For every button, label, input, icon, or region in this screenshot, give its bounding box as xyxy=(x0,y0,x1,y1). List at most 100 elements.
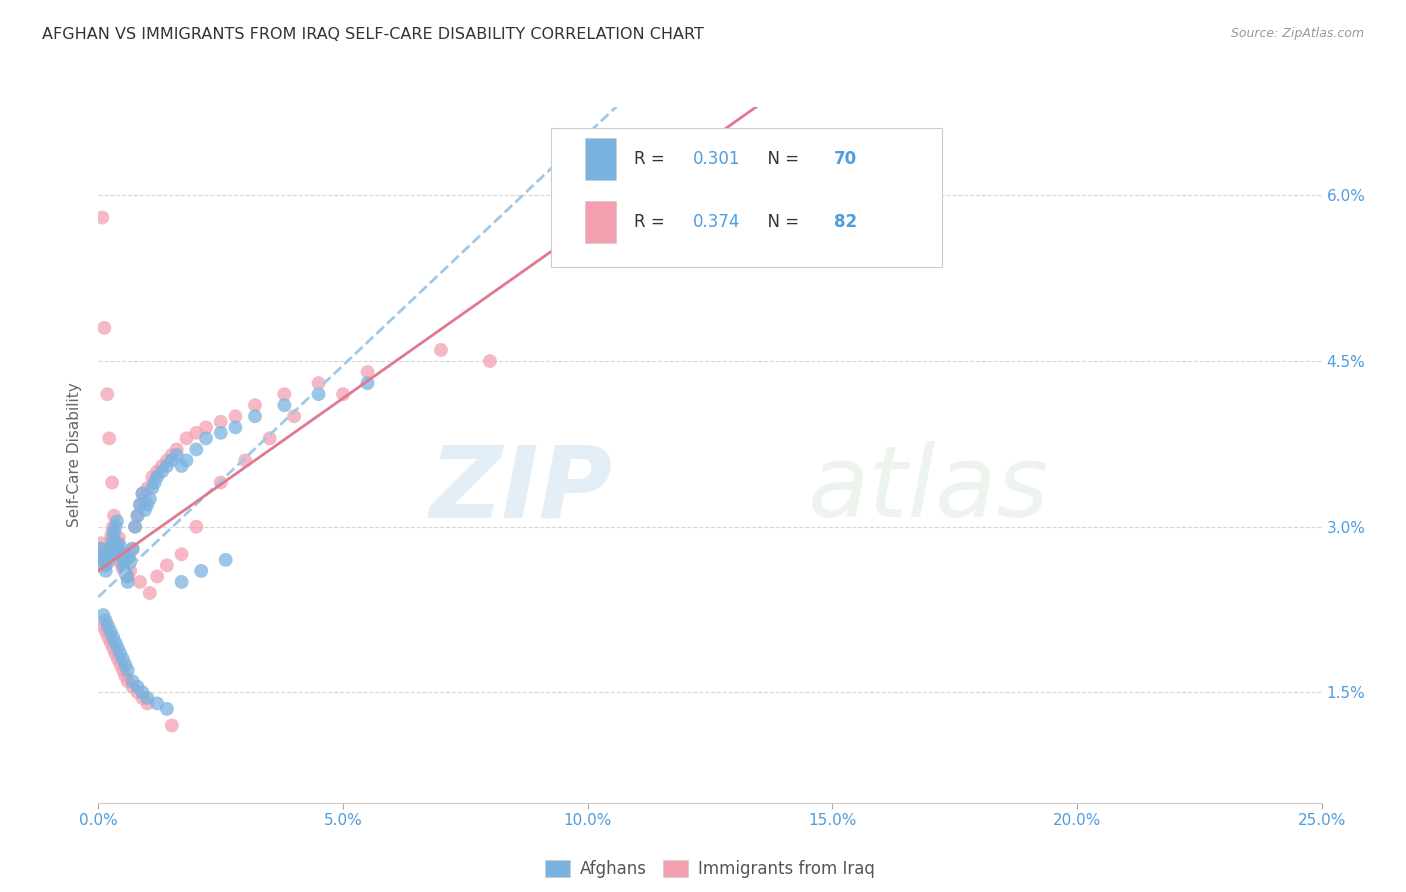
Point xyxy=(127,685,149,699)
Point xyxy=(97,630,120,644)
Text: N =: N = xyxy=(756,150,804,169)
Point xyxy=(121,674,143,689)
Point xyxy=(233,453,256,467)
Point xyxy=(107,547,129,561)
Point xyxy=(97,550,120,565)
Point xyxy=(139,586,162,600)
Point xyxy=(186,425,208,440)
Point xyxy=(104,519,127,533)
Point xyxy=(94,564,117,578)
Point xyxy=(101,525,124,540)
Point xyxy=(141,470,163,484)
Point xyxy=(156,702,179,716)
Point xyxy=(430,343,453,357)
Point xyxy=(103,508,125,523)
Point xyxy=(136,498,159,512)
Point xyxy=(97,555,120,569)
Text: R =: R = xyxy=(634,150,671,169)
Point xyxy=(156,458,179,473)
Point xyxy=(131,685,153,699)
Point xyxy=(120,555,142,569)
Point xyxy=(96,547,118,561)
Point xyxy=(94,558,117,573)
Point xyxy=(104,635,127,649)
Point xyxy=(98,431,121,445)
Point xyxy=(209,475,232,490)
Point xyxy=(108,531,131,545)
Point xyxy=(129,574,152,589)
Point xyxy=(176,431,198,445)
Point xyxy=(134,503,156,517)
Point xyxy=(93,321,115,335)
Point xyxy=(91,547,114,561)
Point xyxy=(190,564,212,578)
Point xyxy=(91,541,114,556)
Point xyxy=(308,376,330,391)
Point xyxy=(160,718,183,732)
Point xyxy=(111,663,134,677)
Point xyxy=(332,387,354,401)
Point xyxy=(139,492,162,507)
Point xyxy=(143,475,166,490)
Point xyxy=(131,486,153,500)
Point xyxy=(224,409,246,424)
Point xyxy=(166,442,188,457)
Point xyxy=(308,387,330,401)
Point xyxy=(146,470,169,484)
Point xyxy=(195,431,218,445)
Point xyxy=(209,425,232,440)
Point xyxy=(131,486,153,500)
Point xyxy=(105,514,128,528)
Point xyxy=(166,448,188,462)
Point xyxy=(101,630,124,644)
Point xyxy=(117,574,139,589)
Point xyxy=(110,540,132,554)
Point xyxy=(141,481,163,495)
FancyBboxPatch shape xyxy=(551,128,942,267)
Point xyxy=(94,624,117,639)
Point xyxy=(101,641,124,656)
Point xyxy=(96,550,118,565)
Point xyxy=(100,624,122,639)
Text: N =: N = xyxy=(756,213,804,231)
Point xyxy=(478,354,501,368)
Text: R =: R = xyxy=(634,213,671,231)
Point xyxy=(111,652,134,666)
Point xyxy=(129,498,152,512)
Text: atlas: atlas xyxy=(808,442,1049,538)
Point xyxy=(243,409,266,424)
Point xyxy=(111,562,134,576)
Point xyxy=(108,550,131,565)
Point xyxy=(356,365,378,379)
Point xyxy=(214,553,236,567)
Point xyxy=(156,453,179,467)
Point xyxy=(273,387,295,401)
Point xyxy=(110,657,132,672)
Point xyxy=(111,553,134,567)
Point xyxy=(131,690,153,705)
Point xyxy=(100,541,122,556)
Point xyxy=(259,431,281,445)
Point xyxy=(160,453,183,467)
Point xyxy=(101,519,124,533)
Point xyxy=(170,458,193,473)
Point xyxy=(127,508,149,523)
Point xyxy=(91,608,114,623)
Point xyxy=(243,398,266,412)
Point xyxy=(115,569,138,583)
FancyBboxPatch shape xyxy=(585,138,616,180)
Point xyxy=(97,619,120,633)
Point xyxy=(156,558,179,573)
Point xyxy=(94,614,117,628)
Point xyxy=(93,553,115,567)
Point xyxy=(136,697,159,711)
Point xyxy=(101,475,124,490)
Point xyxy=(170,547,193,561)
Point xyxy=(146,697,169,711)
Point xyxy=(117,663,139,677)
Point xyxy=(170,574,193,589)
Point xyxy=(91,619,114,633)
Point xyxy=(124,519,146,533)
Text: 82: 82 xyxy=(834,213,856,231)
Point xyxy=(103,525,125,540)
